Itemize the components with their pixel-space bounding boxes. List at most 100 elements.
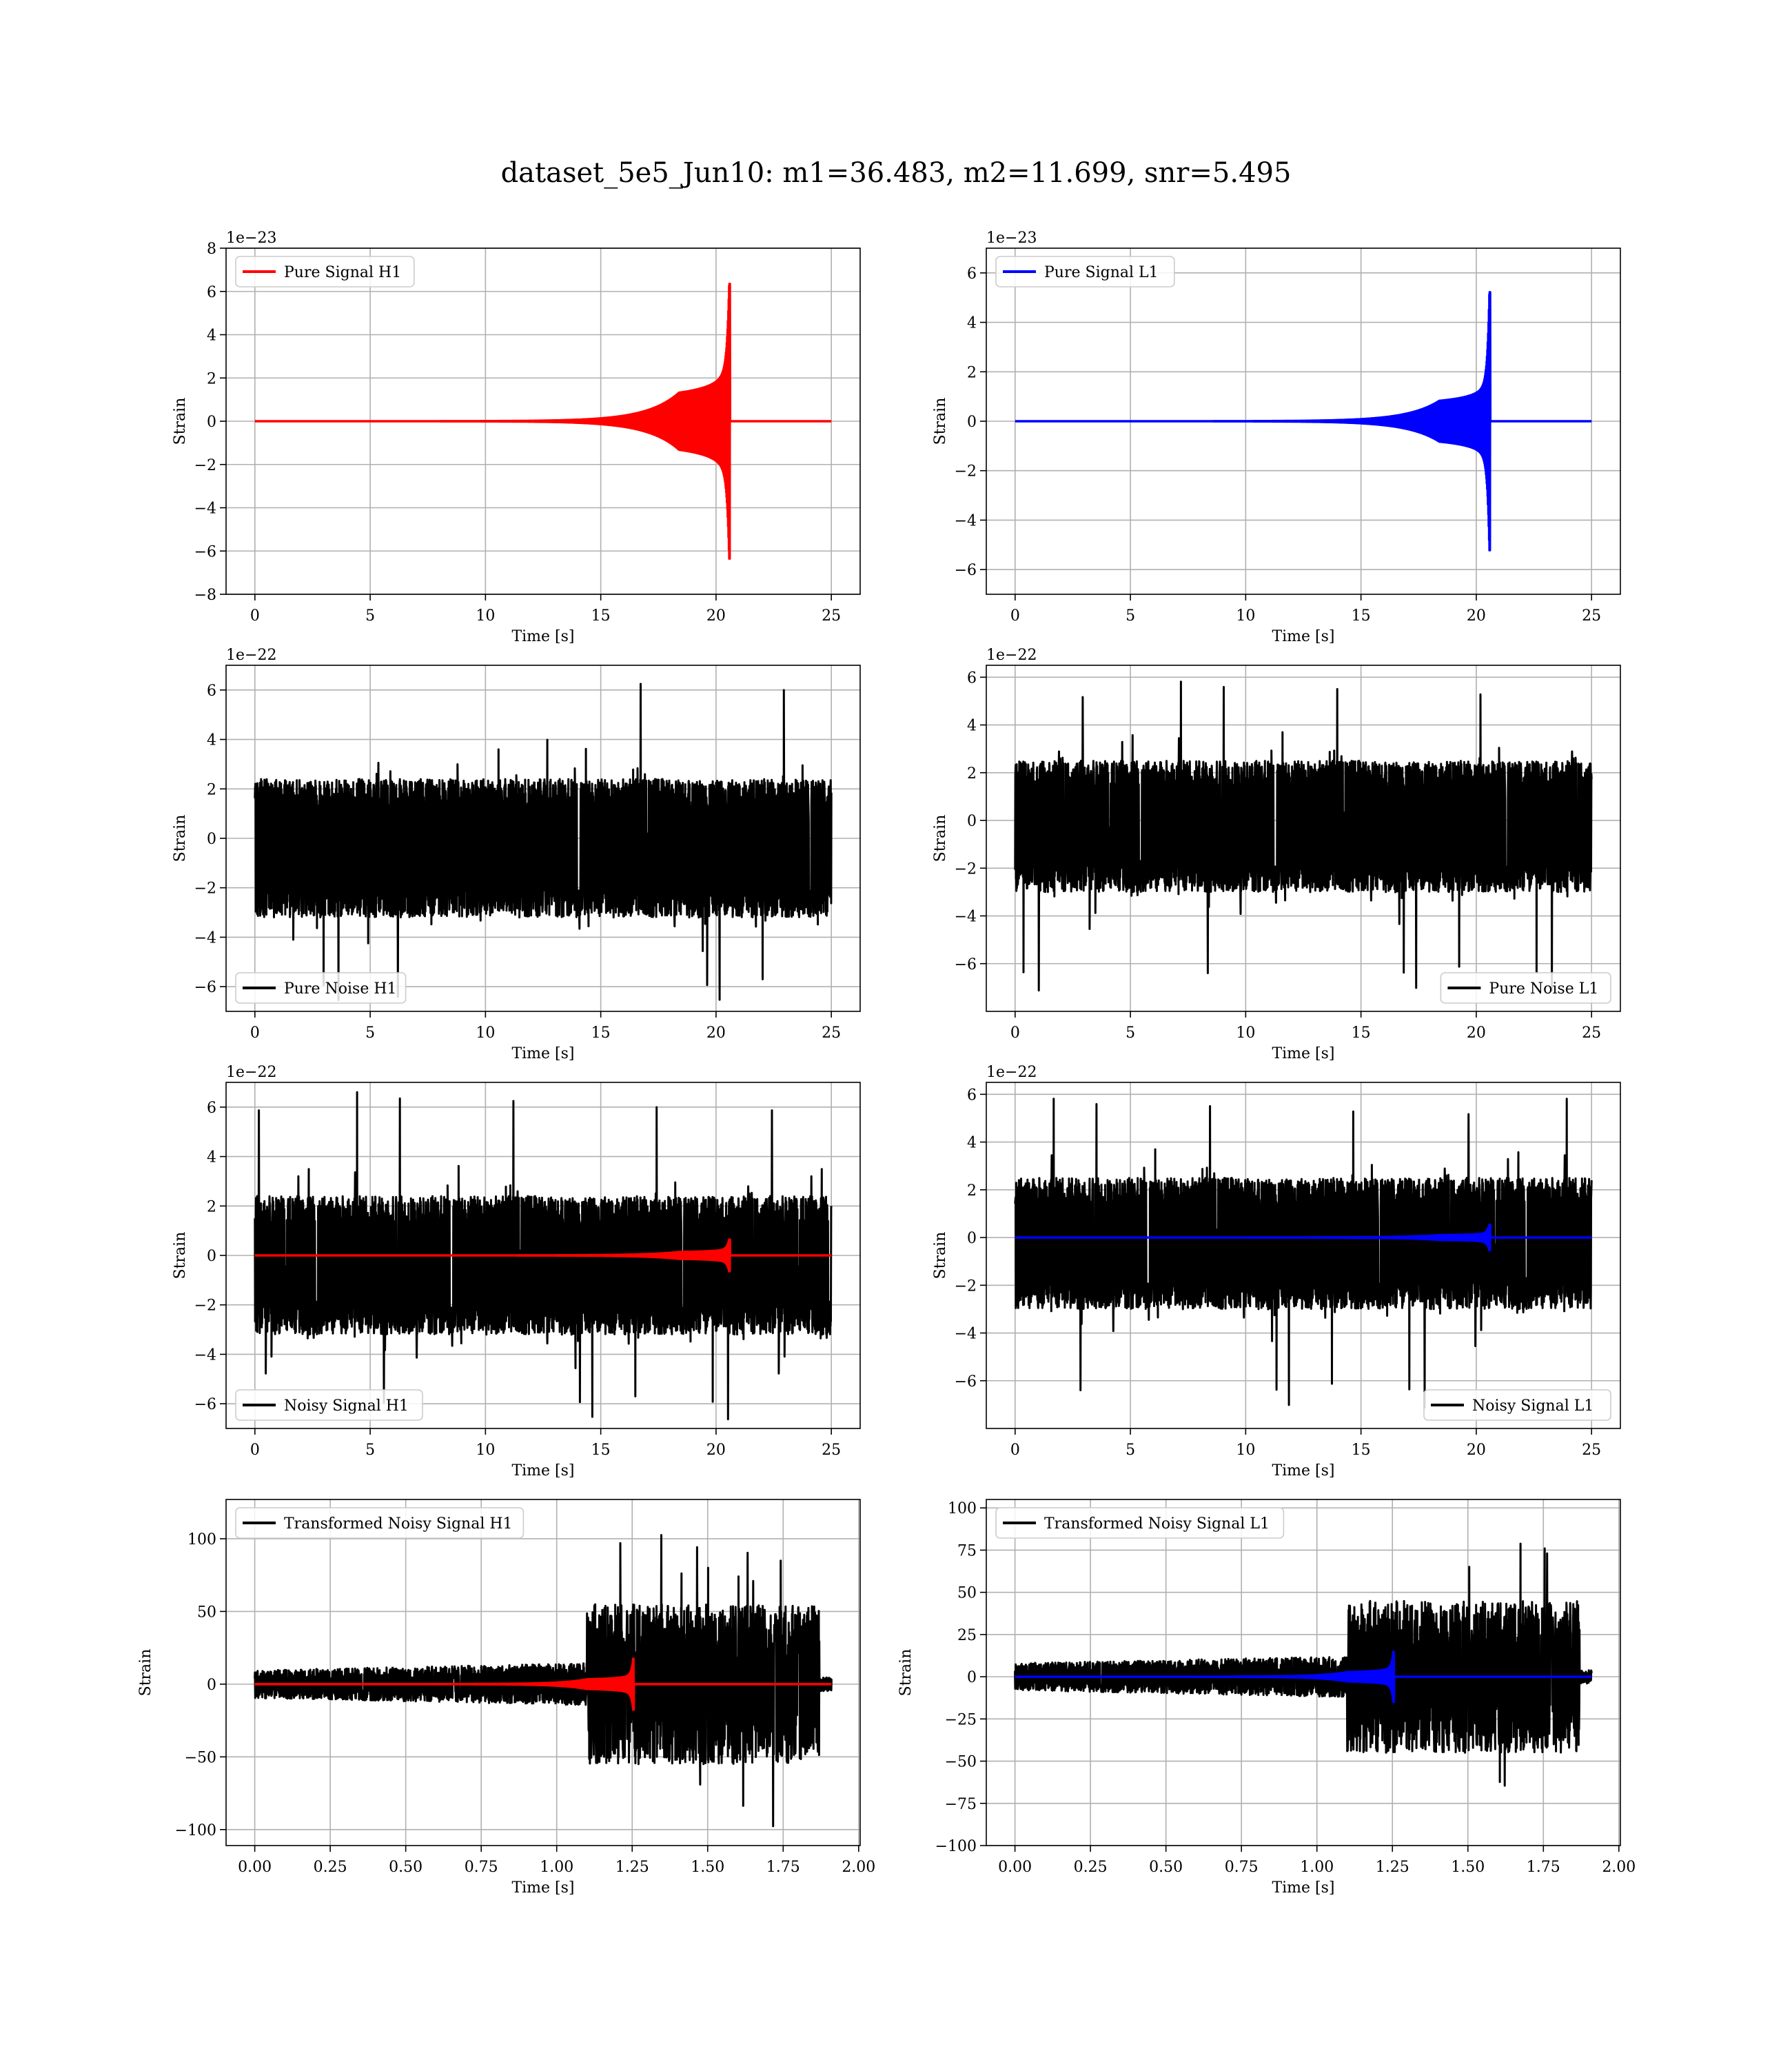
y-tick-label: 2 [967, 765, 977, 782]
legend-label: Transformed Noisy Signal H1 [284, 1515, 513, 1533]
x-tick-label: 0.75 [1225, 1859, 1259, 1876]
y-tick-label: −2 [955, 1277, 977, 1295]
subplot-3: 0 5 10 15 20 25 −6 −4 −2 0 2 4 6 Time [s] Strain 1e−22 P… [172, 647, 861, 1062]
subplot-8: 0.00 0.25 0.50 0.75 1.00 1.25 1.50 1.75 2.00 −100… [897, 1499, 1636, 1897]
y-tick-label: −6 [194, 979, 216, 996]
y-tick-label: 4 [207, 327, 216, 345]
x-tick-label: 5 [365, 607, 375, 625]
x-tick-label: 20 [1467, 1024, 1486, 1042]
y-tick-label: −2 [194, 880, 216, 898]
legend: Pure Signal H1 [235, 256, 415, 287]
y-tick-label: 0 [967, 813, 977, 830]
x-tick-label: 2.00 [842, 1859, 875, 1876]
y-tick-label: 0 [207, 831, 216, 848]
y-tick-label: 6 [207, 284, 216, 301]
y-tick-label: −6 [194, 543, 216, 560]
legend-box [235, 256, 415, 287]
y-tick-label: 4 [967, 718, 977, 735]
subplot-6: 0 5 10 15 20 25 −6 −4 −2 0 2 4 6 Time [s] Strain 1e−22 N… [932, 1064, 1621, 1479]
x-tick-label: 20 [1467, 607, 1486, 625]
x-tick-label: 0.75 [465, 1859, 498, 1876]
subplot-1: 0 5 10 15 20 25 −8 −6 −4 −2 0 2 4 6 8 Time [s] Strain 1e−… [172, 230, 861, 645]
y-tick-label: 6 [207, 683, 216, 700]
x-axis-label: Time [s] [511, 1462, 574, 1479]
x-tick-label: 1.25 [615, 1859, 649, 1876]
y-axis-label: Strain [172, 1232, 189, 1280]
y-axis-label: Strain [172, 398, 189, 445]
y-tick-label: 4 [967, 315, 977, 332]
y-tick-label: 2 [967, 1182, 977, 1200]
legend-label: Noisy Signal L1 [1472, 1397, 1594, 1415]
x-tick-label: 25 [1582, 1024, 1601, 1042]
series-line-1 [254, 282, 833, 560]
axis-offset-text: 1e−22 [226, 1064, 276, 1081]
x-tick-label: 25 [1582, 1442, 1601, 1459]
x-tick-label: 25 [822, 1024, 841, 1042]
y-tick-label: −2 [194, 1297, 216, 1315]
y-tick-label: −6 [955, 956, 977, 973]
x-tick-label: 5 [365, 1024, 375, 1042]
x-tick-label: 15 [1352, 607, 1371, 625]
x-tick-label: 1.00 [1300, 1859, 1334, 1876]
x-tick-label: 5 [365, 1442, 375, 1459]
legend: Pure Signal L1 [995, 256, 1175, 287]
series-line-2 [254, 1238, 833, 1273]
subplot-2: 0 5 10 15 20 25 −6 −4 −2 0 2 4 6 Time [s] Strain 1e−23 P… [932, 230, 1621, 645]
y-tick-label: 0 [207, 414, 216, 431]
x-tick-label: 10 [1236, 1024, 1255, 1042]
subplot-5: 0 5 10 15 20 25 −6 −4 −2 0 2 4 6 Time [s] Strain 1e−22 N… [172, 1064, 861, 1479]
axes-frame [986, 1082, 1621, 1429]
series-line-1 [254, 683, 833, 1001]
x-tick-label: 15 [591, 1442, 611, 1459]
y-tick-label: −2 [194, 457, 216, 474]
y-tick-label: 2 [207, 781, 216, 798]
x-tick-label: 15 [591, 1024, 611, 1042]
legend-box [235, 972, 407, 1004]
legend-label: Pure Noise H1 [284, 980, 397, 998]
x-tick-label: 20 [706, 607, 726, 625]
x-tick-label: 10 [1236, 1442, 1255, 1459]
plot-area [1014, 1098, 1593, 1409]
x-tick-label: 15 [1352, 1024, 1371, 1042]
x-tick-label: 2.00 [1602, 1859, 1636, 1876]
subplot-7: 0.00 0.25 0.50 0.75 1.00 1.25 1.50 1.75 2.00 −100… [137, 1499, 875, 1897]
axis-offset-text: 1e−22 [986, 1064, 1037, 1081]
y-axis-label: Strain [932, 398, 949, 445]
y-tick-label: 0 [967, 1230, 977, 1247]
y-tick-label: −4 [194, 1346, 216, 1364]
legend-label: Pure Signal H1 [284, 264, 401, 281]
axes-frame [225, 1499, 861, 1846]
x-tick-label: 0.00 [238, 1859, 272, 1876]
legend: Transformed Noisy Signal H1 [235, 1507, 525, 1539]
legend: Pure Noise L1 [1440, 972, 1611, 1004]
y-tick-label: −4 [194, 501, 216, 518]
y-tick-label: −6 [194, 1396, 216, 1413]
legend-label: Transformed Noisy Signal L1 [1044, 1515, 1270, 1533]
y-tick-label: −8 [194, 587, 216, 604]
legend: Noisy Signal H1 [235, 1389, 423, 1421]
x-tick-label: 15 [1352, 1442, 1371, 1459]
x-axis-label: Time [s] [1272, 1045, 1334, 1062]
y-tick-label: 8 [207, 241, 216, 258]
x-tick-label: 0.00 [998, 1859, 1032, 1876]
y-tick-label: 2 [207, 370, 216, 387]
x-tick-label: 20 [1467, 1442, 1486, 1459]
y-tick-label: 50 [957, 1585, 977, 1602]
x-tick-label: 20 [706, 1024, 726, 1042]
axes-frame [986, 665, 1621, 1012]
x-tick-label: 1.75 [1527, 1859, 1560, 1876]
series-line-2 [254, 1657, 833, 1711]
x-axis-label: Time [s] [1272, 628, 1334, 645]
x-tick-label: 0.50 [1149, 1859, 1183, 1876]
x-tick-label: 5 [1126, 607, 1135, 625]
plot-area [1014, 680, 1593, 992]
plot-area [254, 1091, 833, 1421]
x-axis-label: Time [s] [1272, 1462, 1334, 1479]
series-line-1 [1014, 1542, 1593, 1787]
y-tick-label: 4 [207, 732, 216, 749]
y-tick-label: 4 [207, 1149, 216, 1166]
x-tick-label: 5 [1126, 1442, 1135, 1459]
x-tick-label: 1.25 [1376, 1859, 1409, 1876]
legend-label: Noisy Signal H1 [284, 1397, 409, 1415]
